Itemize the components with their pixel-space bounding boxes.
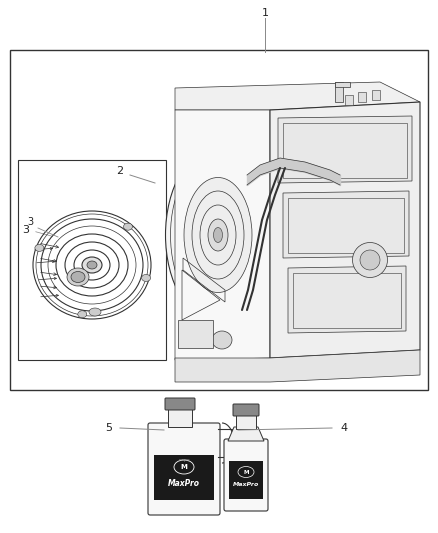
Ellipse shape — [71, 271, 85, 282]
Bar — [283, 123, 407, 178]
Ellipse shape — [82, 257, 102, 273]
Bar — [293, 273, 401, 328]
Bar — [236, 413, 256, 429]
Bar — [288, 198, 404, 253]
Ellipse shape — [166, 148, 271, 322]
Ellipse shape — [184, 177, 252, 293]
Text: 3: 3 — [22, 225, 29, 235]
Bar — [18, 160, 166, 360]
Ellipse shape — [360, 250, 380, 270]
Bar — [168, 407, 192, 427]
Ellipse shape — [208, 219, 228, 251]
FancyBboxPatch shape — [233, 404, 259, 416]
Ellipse shape — [238, 466, 254, 478]
Polygon shape — [175, 82, 420, 110]
Ellipse shape — [174, 460, 194, 474]
FancyBboxPatch shape — [165, 398, 195, 410]
Polygon shape — [288, 266, 406, 333]
FancyBboxPatch shape — [148, 423, 220, 515]
Text: MaxPro: MaxPro — [168, 479, 200, 488]
Polygon shape — [278, 116, 412, 183]
Text: 1: 1 — [261, 8, 268, 18]
Polygon shape — [270, 102, 420, 358]
Polygon shape — [228, 427, 264, 441]
Ellipse shape — [213, 228, 223, 243]
FancyBboxPatch shape — [224, 439, 268, 511]
Ellipse shape — [141, 274, 151, 281]
Ellipse shape — [87, 261, 97, 269]
Bar — [178, 320, 213, 348]
Text: 4: 4 — [340, 423, 347, 433]
Text: M: M — [243, 470, 249, 474]
Bar — [335, 82, 343, 102]
Polygon shape — [175, 350, 420, 382]
Ellipse shape — [67, 268, 89, 286]
Bar — [229, 461, 263, 499]
Bar — [358, 92, 366, 102]
Bar — [154, 455, 214, 500]
Ellipse shape — [35, 245, 44, 252]
Text: 2: 2 — [117, 166, 124, 176]
Ellipse shape — [353, 243, 388, 278]
Bar — [372, 90, 380, 100]
Ellipse shape — [212, 331, 232, 349]
Ellipse shape — [124, 223, 133, 230]
Bar — [10, 50, 428, 390]
Ellipse shape — [89, 308, 101, 316]
Polygon shape — [175, 110, 270, 360]
Text: 5: 5 — [105, 423, 112, 433]
Text: mopar: mopar — [178, 458, 190, 462]
Polygon shape — [283, 191, 409, 258]
Text: 3: 3 — [27, 217, 33, 227]
Text: MaxPro: MaxPro — [233, 482, 259, 488]
Ellipse shape — [78, 311, 87, 318]
Bar — [345, 95, 353, 105]
Bar — [335, 82, 350, 87]
Text: M: M — [180, 464, 187, 470]
